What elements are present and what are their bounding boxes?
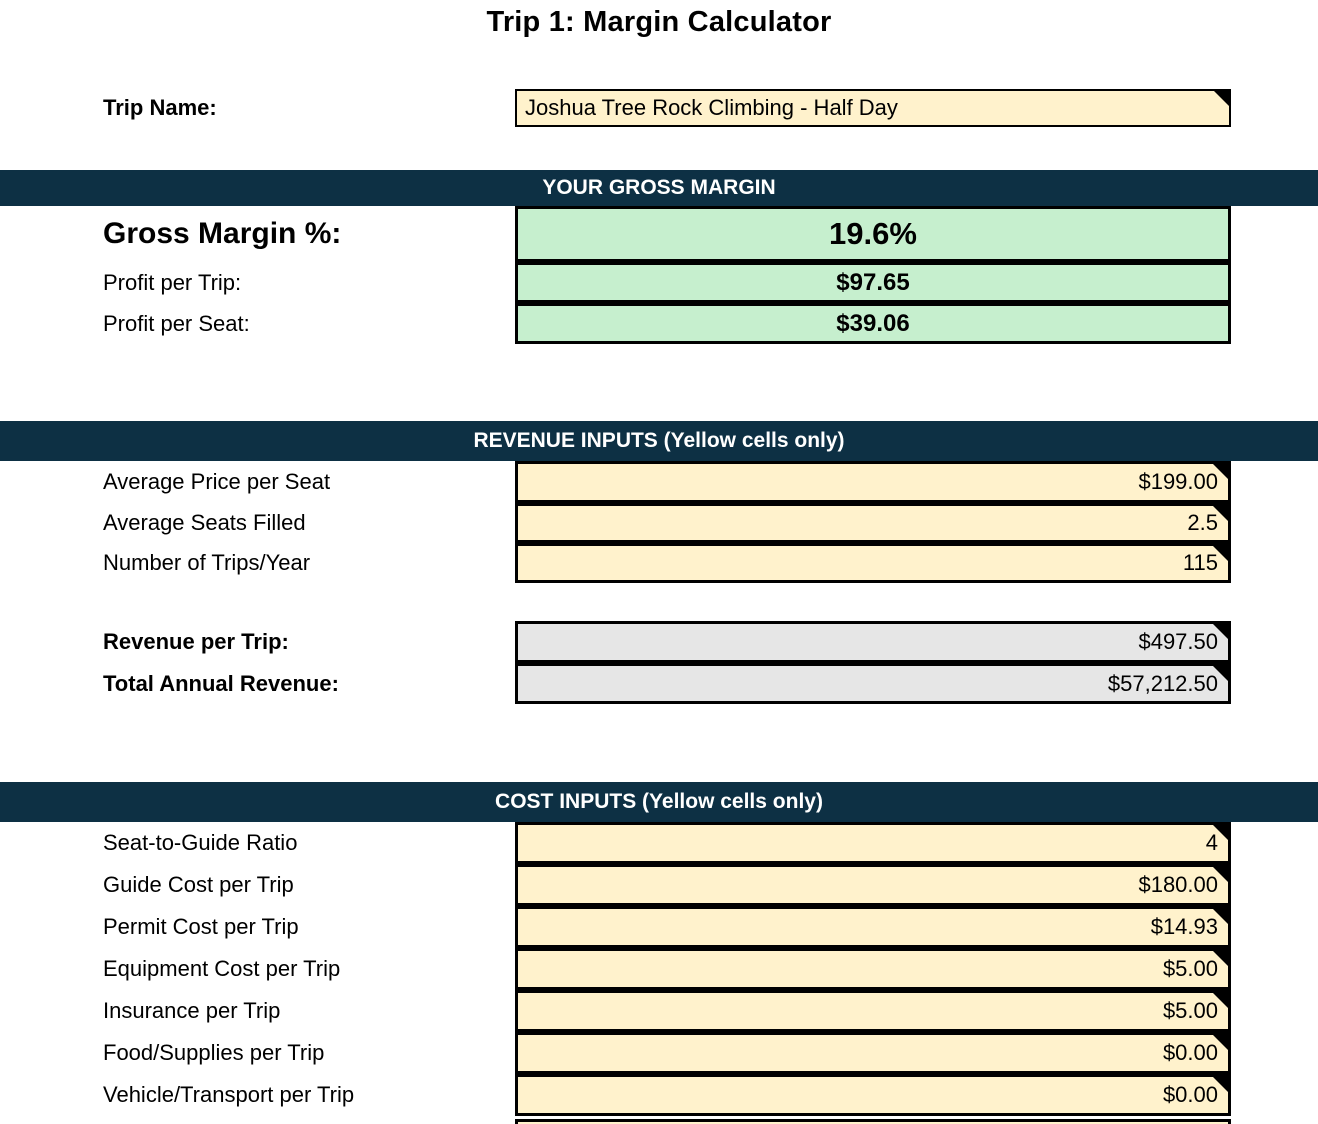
number-of-trips-input[interactable]: 115 — [515, 543, 1231, 583]
profit-per-seat-value: $39.06 — [836, 309, 910, 337]
insurance-label: Insurance per Trip — [103, 998, 281, 1023]
guide-cost-value: $180.00 — [1138, 872, 1218, 897]
gross-margin-label: Gross Margin %: — [103, 217, 342, 250]
profit-per-trip-value: $97.65 — [836, 268, 910, 296]
average-seats-filled-label: Average Seats Filled — [103, 510, 306, 535]
total-annual-revenue-label: Total Annual Revenue: — [103, 670, 339, 696]
equipment-cost-input[interactable]: $5.00 — [515, 948, 1231, 990]
food-supplies-input[interactable]: $0.00 — [515, 1032, 1231, 1074]
profit-per-seat-value-cell: $39.06 — [515, 303, 1231, 344]
average-seats-filled-value: 2.5 — [1187, 510, 1218, 535]
total-annual-revenue-cell: $57,212.50 — [515, 663, 1231, 704]
corner-fold-icon — [1214, 91, 1229, 106]
revenue-per-trip-value: $497.50 — [1138, 629, 1218, 654]
seat-to-guide-ratio-label: Seat-to-Guide Ratio — [103, 830, 298, 855]
permit-cost-input[interactable]: $14.93 — [515, 906, 1231, 948]
next-cell-partial[interactable] — [515, 1119, 1231, 1124]
equipment-cost-value: $5.00 — [1162, 956, 1218, 981]
profit-per-trip-value-cell: $97.65 — [515, 262, 1231, 303]
revenue-per-trip-cell: $497.50 — [515, 621, 1231, 663]
average-seats-filled-input[interactable]: 2.5 — [515, 503, 1231, 543]
section-header-revenue-inputs: REVENUE INPUTS (Yellow cells only) — [0, 421, 1318, 461]
seat-to-guide-ratio-input[interactable]: 4 — [515, 822, 1231, 864]
vehicle-transport-input[interactable]: $0.00 — [515, 1074, 1231, 1116]
number-of-trips-value: 115 — [1182, 550, 1218, 575]
gross-margin-value: 19.6% — [829, 216, 917, 251]
trip-name-value: Joshua Tree Rock Climbing - Half Day — [525, 95, 898, 120]
vehicle-transport-label: Vehicle/Transport per Trip — [103, 1082, 355, 1107]
average-price-per-seat-label: Average Price per Seat — [103, 469, 331, 494]
section-header-gross-margin: YOUR GROSS MARGIN — [0, 170, 1318, 206]
gross-margin-value-cell: 19.6% — [515, 206, 1231, 262]
average-price-per-seat-value: $199.00 — [1138, 469, 1218, 494]
food-supplies-label: Food/Supplies per Trip — [103, 1040, 325, 1065]
equipment-cost-label: Equipment Cost per Trip — [103, 956, 341, 981]
trip-name-input[interactable]: Joshua Tree Rock Climbing - Half Day — [515, 89, 1231, 127]
average-price-per-seat-input[interactable]: $199.00 — [515, 461, 1231, 503]
number-of-trips-label: Number of Trips/Year — [103, 550, 311, 575]
seat-to-guide-ratio-value: 4 — [1205, 830, 1218, 855]
trip-name-label: Trip Name: — [103, 95, 217, 120]
insurance-input[interactable]: $5.00 — [515, 990, 1231, 1032]
total-annual-revenue-value: $57,212.50 — [1107, 670, 1218, 696]
insurance-value: $5.00 — [1162, 998, 1218, 1023]
profit-per-trip-label: Profit per Trip: — [103, 269, 242, 295]
permit-cost-value: $14.93 — [1150, 914, 1218, 939]
vehicle-transport-value: $0.00 — [1162, 1082, 1218, 1107]
page-title: Trip 1: Margin Calculator — [486, 6, 832, 38]
guide-cost-label: Guide Cost per Trip — [103, 872, 294, 897]
profit-per-seat-label: Profit per Seat: — [103, 310, 250, 336]
food-supplies-value: $0.00 — [1162, 1040, 1218, 1065]
guide-cost-input[interactable]: $180.00 — [515, 864, 1231, 906]
revenue-per-trip-label: Revenue per Trip: — [103, 629, 289, 654]
section-header-cost-inputs: COST INPUTS (Yellow cells only) — [0, 782, 1318, 822]
permit-cost-label: Permit Cost per Trip — [103, 914, 299, 939]
